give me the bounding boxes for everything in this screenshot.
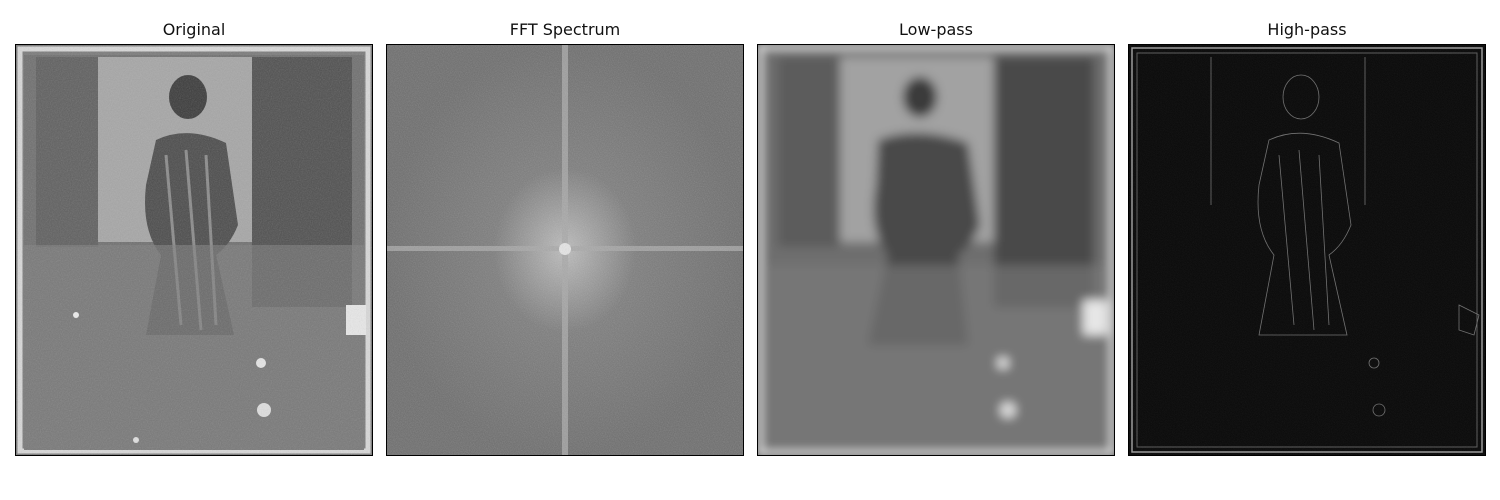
original-image <box>16 45 372 455</box>
original-image-frame <box>15 44 373 456</box>
panel-title: Low-pass <box>899 20 973 39</box>
fft-spectrum-image <box>387 45 743 455</box>
panel-title: High-pass <box>1267 20 1347 39</box>
low-pass-image <box>758 45 1114 455</box>
high-pass-frame <box>1128 44 1486 456</box>
high-pass-image <box>1129 45 1485 455</box>
panel-title: Original <box>162 20 226 39</box>
fft-spectrum-frame <box>386 44 744 456</box>
low-pass-frame <box>757 44 1115 456</box>
panel-title: FFT Spectrum <box>509 20 621 39</box>
